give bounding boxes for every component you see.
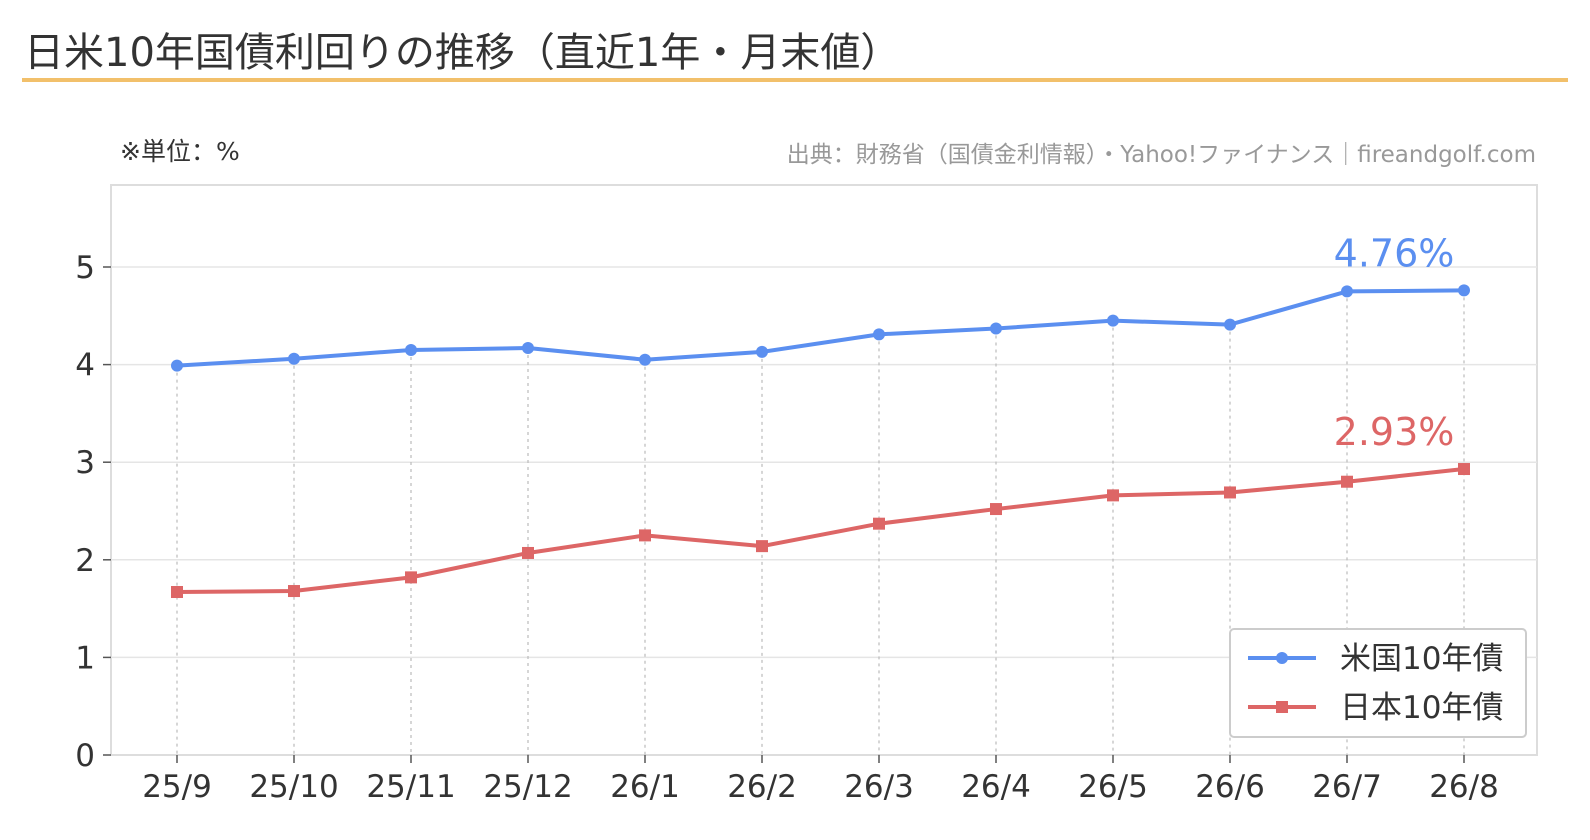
- point-us-2: [405, 343, 417, 356]
- source-note: 出典：財務省（国債金利情報）・Yahoo!ファイナンス｜fireandgolf.…: [787, 142, 1536, 168]
- plot-area: [110, 184, 1538, 756]
- x-tick-label-5: 26/2: [727, 769, 797, 805]
- point-us-1: [288, 352, 300, 365]
- legend-label-jp: 日本10年債: [1340, 690, 1503, 726]
- point-us-10: [1341, 285, 1353, 298]
- legend-marker-jp: [1276, 701, 1288, 713]
- point-us-5: [756, 345, 768, 358]
- series-us: [171, 284, 1470, 372]
- x-tick-label-9: 26/6: [1195, 769, 1265, 805]
- point-jp-5: [756, 540, 768, 553]
- y-tick-label-3: 3: [75, 445, 95, 481]
- grid-lines: [111, 266, 1537, 659]
- point-jp-7: [990, 503, 1002, 516]
- x-tick-label-8: 26/5: [1078, 769, 1148, 805]
- point-us-7: [990, 322, 1002, 335]
- point-jp-10: [1341, 475, 1353, 488]
- point-jp-1: [288, 585, 300, 598]
- point-jp-11: [1458, 463, 1470, 476]
- series-group: [171, 284, 1470, 599]
- end-label-us: 4.76%: [1334, 231, 1455, 275]
- x-tick-label-10: 26/7: [1312, 769, 1382, 805]
- point-jp-9: [1224, 486, 1236, 499]
- point-us-9: [1224, 318, 1236, 331]
- y-tick-label-1: 1: [75, 640, 95, 676]
- point-us-11: [1458, 284, 1470, 297]
- end-labels: 4.76% 2.93%: [1334, 231, 1455, 454]
- end-label-jp: 2.93%: [1334, 410, 1455, 454]
- y-axis: 0 1 2 3 4 5: [75, 250, 111, 774]
- x-tick-label-11: 26/8: [1429, 769, 1499, 805]
- series-line-us: [176, 288, 1465, 368]
- point-us-0: [171, 359, 183, 372]
- point-us-6: [873, 328, 885, 341]
- y-tick-label-4: 4: [75, 348, 95, 384]
- legend-label-us: 米国10年債: [1340, 641, 1503, 677]
- chart-title: 日米10年国債利回りの推移（直近1年・月末値）: [24, 30, 900, 76]
- x-tick-label-4: 26/1: [610, 769, 680, 805]
- point-jp-3: [522, 546, 534, 559]
- x-tick-label-1: 25/10: [249, 769, 338, 805]
- point-us-3: [522, 342, 534, 355]
- y-tick-label-5: 5: [75, 250, 95, 286]
- x-tick-label-2: 25/11: [366, 769, 455, 805]
- x-axis: 25/9 25/10 25/11 25/12 26/1 26/2 26/3 26/4 26/5 2…: [142, 755, 1499, 805]
- series-jp: [171, 463, 1470, 599]
- y-tick-label-0: 0: [75, 738, 95, 774]
- x-tick-label-0: 25/9: [142, 769, 212, 805]
- x-tick-label-6: 26/3: [844, 769, 914, 805]
- x-tick-label-3: 25/12: [483, 769, 572, 805]
- x-tick-label-7: 26/4: [961, 769, 1031, 805]
- point-us-4: [639, 353, 651, 366]
- point-jp-6: [873, 517, 885, 530]
- point-jp-0: [171, 586, 183, 599]
- y-tick-label-2: 2: [75, 543, 95, 579]
- point-jp-2: [405, 571, 417, 584]
- legend: 米国10年債 日本10年債: [1229, 628, 1527, 738]
- legend-marker-us: [1276, 652, 1288, 664]
- point-jp-4: [639, 529, 651, 542]
- point-us-8: [1107, 314, 1119, 327]
- series-line-jp: [176, 467, 1465, 595]
- point-jp-8: [1107, 489, 1119, 502]
- unit-note: ※単位：%: [120, 137, 240, 166]
